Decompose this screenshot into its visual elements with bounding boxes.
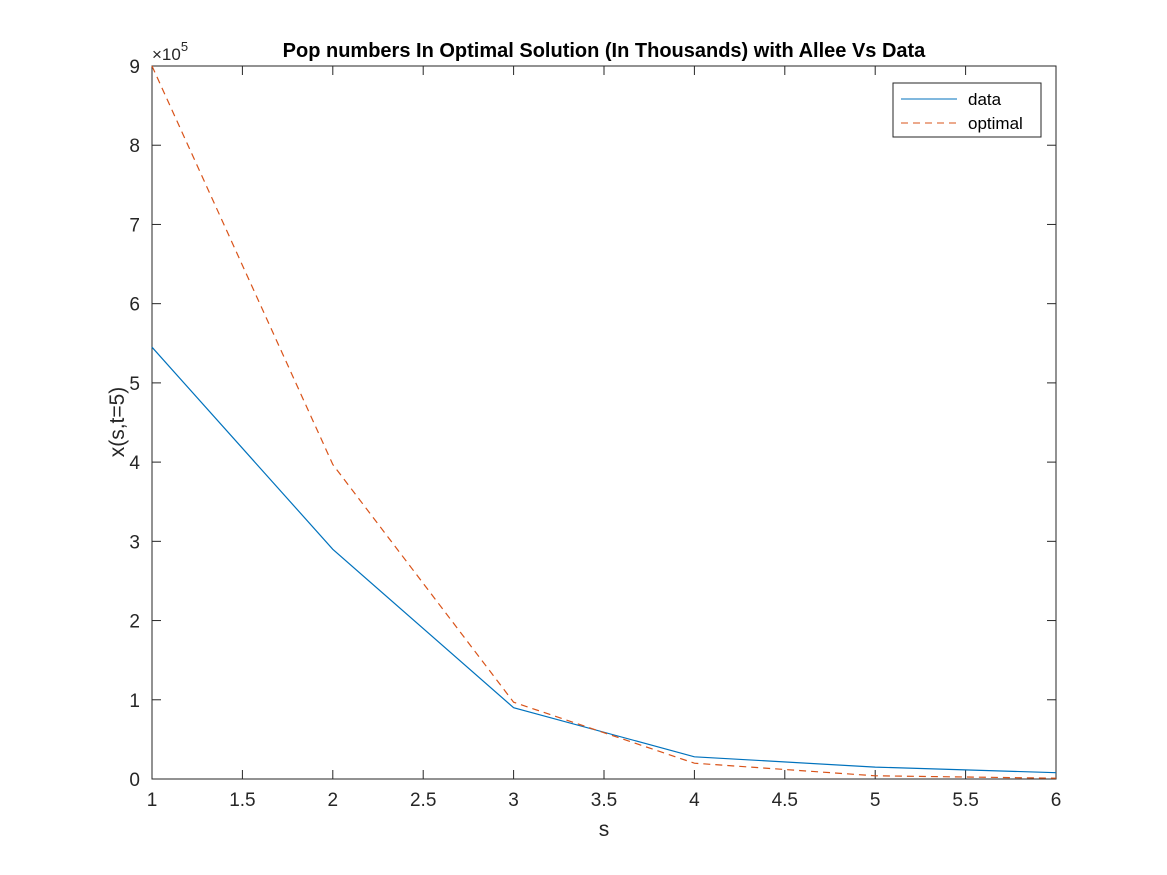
x-tick-label: 3 <box>508 790 519 811</box>
y-tick-label: 0 <box>129 770 140 791</box>
y-axis-exponent-power: 5 <box>181 39 188 54</box>
y-tick-label: 9 <box>129 57 140 78</box>
y-axis-ticks: 0 1 2 3 4 5 6 7 8 9 <box>129 57 1056 791</box>
y-tick-label: 4 <box>129 453 140 474</box>
legend-box <box>892 82 1042 138</box>
legend-label-optimal: optimal <box>968 114 1023 133</box>
x-tick-label: 4.5 <box>772 790 798 811</box>
x-tick-label: 6 <box>1051 790 1062 811</box>
x-tick-label: 5 <box>870 790 881 811</box>
x-tick-label: 4 <box>689 790 700 811</box>
y-tick-label: 5 <box>129 374 140 395</box>
legend: data optimal <box>892 82 1042 138</box>
y-axis-exponent: ×105 <box>152 39 188 64</box>
y-tick-label: 2 <box>129 612 140 633</box>
x-tick-label: 5.5 <box>952 790 978 811</box>
x-tick-label: 1 <box>147 790 158 811</box>
chart-title: Pop numbers In Optimal Solution (In Thou… <box>283 40 927 62</box>
x-tick-label: 1.5 <box>229 790 255 811</box>
x-tick-label: 2 <box>328 790 339 811</box>
y-tick-label: 7 <box>129 215 140 236</box>
y-axis-label: x(s,t=5) <box>106 387 129 458</box>
y-tick-label: 8 <box>129 136 140 157</box>
plot-area <box>151 65 1057 780</box>
x-axis-label: s <box>599 818 610 841</box>
y-axis-exponent-base: ×10 <box>152 45 181 64</box>
series-line-optimal <box>151 65 1057 779</box>
series-layer <box>151 65 1057 779</box>
x-tick-label: 2.5 <box>410 790 436 811</box>
y-tick-label: 1 <box>129 691 140 712</box>
x-tick-label: 3.5 <box>591 790 617 811</box>
y-tick-label: 6 <box>129 295 140 316</box>
x-axis-ticks: 1 1.5 2 2.5 3 3.5 4 4.5 5 5.5 6 <box>147 66 1062 811</box>
y-tick-label: 3 <box>129 532 140 553</box>
legend-label-data: data <box>968 90 1002 109</box>
